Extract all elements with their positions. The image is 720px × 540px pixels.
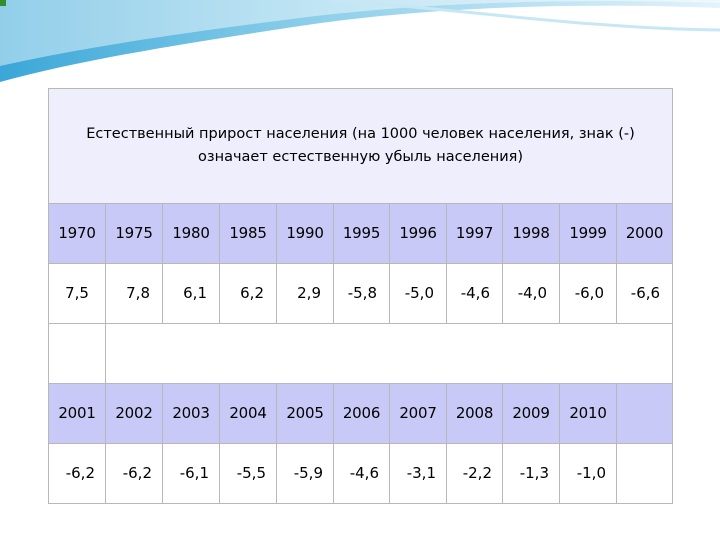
value-cell: 7,5 — [48, 263, 106, 324]
value-cell: -2,2 — [446, 443, 503, 504]
value-cell: -5,5 — [219, 443, 277, 504]
year-cell: 1990 — [276, 203, 334, 264]
empty-cell — [104, 323, 674, 384]
value-cell: -1,0 — [559, 443, 617, 504]
year-cell: 2000 — [615, 203, 674, 264]
value-cell: -6,2 — [105, 443, 163, 504]
value-cell: -6,6 — [615, 263, 674, 324]
empty-cell — [48, 323, 106, 384]
value-cell: 6,2 — [219, 263, 277, 324]
year-cell: 2001 — [48, 383, 106, 444]
year-cell: 2010 — [559, 383, 617, 444]
empty-year-cell — [615, 383, 674, 444]
values-row-1970-2000: 7,5 7,8 6,1 6,2 2,9 -5,8 -5,0 -4,6 -4,0 … — [48, 263, 674, 324]
value-cell: -1,3 — [502, 443, 560, 504]
year-cell: 2004 — [219, 383, 277, 444]
year-cell: 1999 — [559, 203, 617, 264]
years-row-2001-2010: 2001 2002 2003 2004 2005 2006 2007 2008 … — [48, 383, 674, 444]
value-cell: 6,1 — [162, 263, 220, 324]
year-cell: 1970 — [48, 203, 106, 264]
value-cell: -5,9 — [276, 443, 334, 504]
year-cell: 2008 — [446, 383, 503, 444]
population-growth-table: Естественный прирост населения (на 1000 … — [47, 88, 674, 504]
year-cell: 1996 — [389, 203, 447, 264]
slide-marker — [0, 0, 6, 6]
value-cell: -5,8 — [333, 263, 390, 324]
values-row-2001-2010: -6,2 -6,2 -6,1 -5,5 -5,9 -4,6 -3,1 -2,2 … — [48, 443, 674, 504]
value-cell: -3,1 — [389, 443, 447, 504]
year-cell: 1975 — [105, 203, 163, 264]
value-cell: -4,6 — [446, 263, 503, 324]
value-cell: -6,0 — [559, 263, 617, 324]
year-cell: 2009 — [502, 383, 560, 444]
year-cell: 2002 — [105, 383, 163, 444]
year-cell: 2005 — [276, 383, 334, 444]
year-cell: 2006 — [333, 383, 390, 444]
year-cell: 1998 — [502, 203, 560, 264]
value-cell: -6,1 — [162, 443, 220, 504]
header-wave-decoration — [0, 0, 720, 82]
table-title: Естественный прирост населения (на 1000 … — [47, 88, 674, 204]
year-cell: 1980 — [162, 203, 220, 264]
empty-row — [48, 323, 674, 384]
year-cell: 2007 — [389, 383, 447, 444]
value-cell: 7,8 — [105, 263, 163, 324]
value-cell: -5,0 — [389, 263, 447, 324]
year-cell: 1997 — [446, 203, 503, 264]
empty-value-cell — [615, 443, 674, 504]
value-cell: -4,6 — [333, 443, 390, 504]
year-cell: 1985 — [219, 203, 277, 264]
value-cell: 2,9 — [276, 263, 334, 324]
year-cell: 1995 — [333, 203, 390, 264]
years-row-1970-2000: 1970 1975 1980 1985 1990 1995 1996 1997 … — [48, 203, 674, 264]
value-cell: -4,0 — [502, 263, 560, 324]
value-cell: -6,2 — [48, 443, 106, 504]
year-cell: 2003 — [162, 383, 220, 444]
